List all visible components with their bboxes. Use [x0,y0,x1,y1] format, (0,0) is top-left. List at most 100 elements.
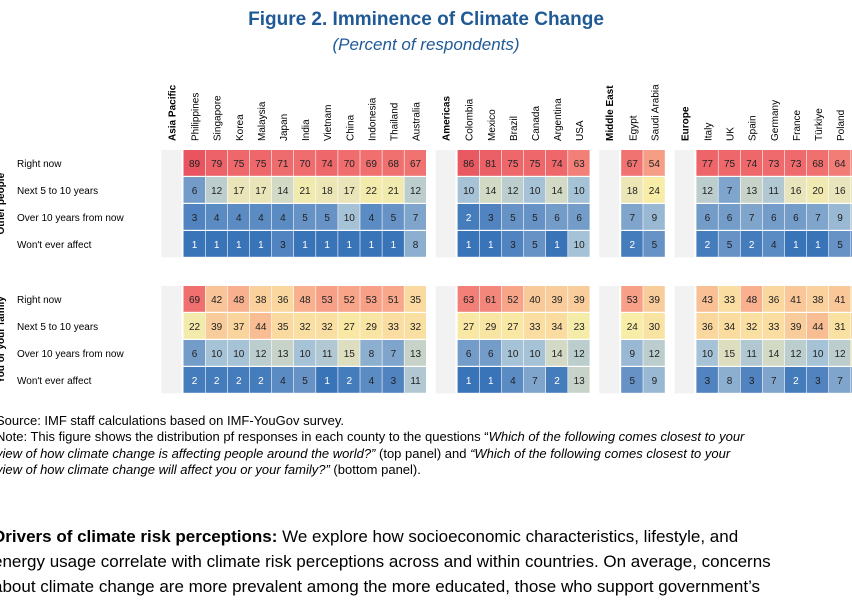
heatmap-cell [479,313,502,339]
cell-value: 10 [574,186,586,197]
heatmap-cell [568,231,590,257]
heatmap-cell [718,150,740,176]
cell-value: 1 [214,240,220,251]
heatmap-cell [784,150,807,176]
cell-value: 14 [551,186,563,197]
heatmap-cell [294,204,316,230]
note-question-2-part-1: “Which of the following comes closest to… [470,445,731,461]
group-band [435,286,456,394]
heatmap-cell [829,313,851,339]
heatmap-cell [718,367,740,393]
cell-value: 8 [369,349,375,360]
cell-value: 53 [322,295,334,306]
heatmap-cell [762,150,785,176]
cell-value: 2 [236,376,242,387]
cell-value: 11 [746,349,757,360]
cell-value: 24 [649,186,661,197]
heatmap-cell [316,286,338,312]
cell-value: 7 [727,186,733,197]
heatmap-cell [784,286,807,312]
heatmap-cell [382,177,404,203]
heatmap-cell [338,340,360,366]
cell-value: 3 [815,376,821,387]
cell-value: 4 [771,240,777,251]
heatmap-cell [271,204,294,230]
heatmap-cell [643,367,665,393]
heatmap-cell [762,313,785,339]
heatmap-cell [762,367,785,393]
cell-value: 2 [214,376,220,387]
heatmap-cell [271,177,294,203]
source-note: Source: IMF staff calculations based on … [0,413,345,428]
heatmap-cell [568,340,590,366]
cell-value: 6 [488,349,494,360]
cell-value: 34 [724,322,736,333]
heatmap-cell [360,204,382,230]
cell-value: 15 [344,349,356,360]
cell-value: 1 [488,240,494,251]
cell-value: 3 [391,376,397,387]
cell-value: 1 [793,240,799,251]
cell-value: 41 [790,295,802,306]
cell-value: 53 [366,295,378,306]
heatmap-cell [643,177,665,203]
heatmap-cell [457,367,480,393]
heatmap-cell [696,231,718,257]
heatmap-cell [382,313,404,339]
heatmap-cell [249,150,272,176]
cell-value: 17 [255,186,267,197]
cell-value: 12 [834,349,846,360]
heatmap-cell [643,340,665,366]
cell-value: 7 [837,376,843,387]
cell-value: 79 [211,159,223,170]
heatmap-cell [546,286,568,312]
heatmap-cell [546,313,568,339]
cell-value: 67 [410,159,422,170]
cell-value: 13 [574,376,586,387]
cell-value: 1 [466,240,472,251]
heatmap-cell [523,340,546,366]
heatmap-cell [316,340,338,366]
cell-value: 71 [277,159,289,170]
heatmap-cell [696,313,718,339]
cell-value: 1 [815,240,821,251]
heatmap-cell [696,367,718,393]
heatmap-cell [457,231,480,257]
heatmap-cell [806,313,829,339]
cell-value: 17 [344,186,356,197]
heatmap-cell [205,177,228,203]
heatmap-cell [479,367,502,393]
cell-value: 10 [529,186,541,197]
cell-value: 8 [413,240,419,251]
cell-value: 32 [746,322,758,333]
cell-value: 2 [192,376,198,387]
cell-value: 1 [236,240,242,251]
row-label: Over 10 years from now [17,213,124,224]
heatmap-cell [227,150,250,176]
heatmap-cell [249,286,272,312]
heatmap-cell [523,177,546,203]
country-label: Korea [235,114,246,141]
heatmap-cell [501,286,524,312]
cell-value: 7 [532,376,538,387]
cell-value: 64 [834,159,846,170]
cell-value: 1 [554,240,560,251]
heatmap-cell [360,367,382,393]
group-band [161,286,182,394]
cell-value: 6 [192,349,198,360]
heatmap-cell [205,367,228,393]
heatmap-cell [501,177,524,203]
cell-value: 7 [815,213,821,224]
cell-value: 4 [214,213,220,224]
cell-value: 14 [551,349,563,360]
heatmap-cell [404,340,426,366]
country-label: Mexico [487,109,498,141]
heatmap-cell [523,313,546,339]
cell-value: 33 [768,322,780,333]
country-label: Brazil [509,116,520,141]
heatmap-cell [621,204,643,230]
heatmap-cell [294,340,316,366]
cell-value: 2 [554,376,560,387]
heatmap-cell [183,150,205,176]
body-line-1: Drivers of climate risk perceptions: We … [0,524,852,549]
